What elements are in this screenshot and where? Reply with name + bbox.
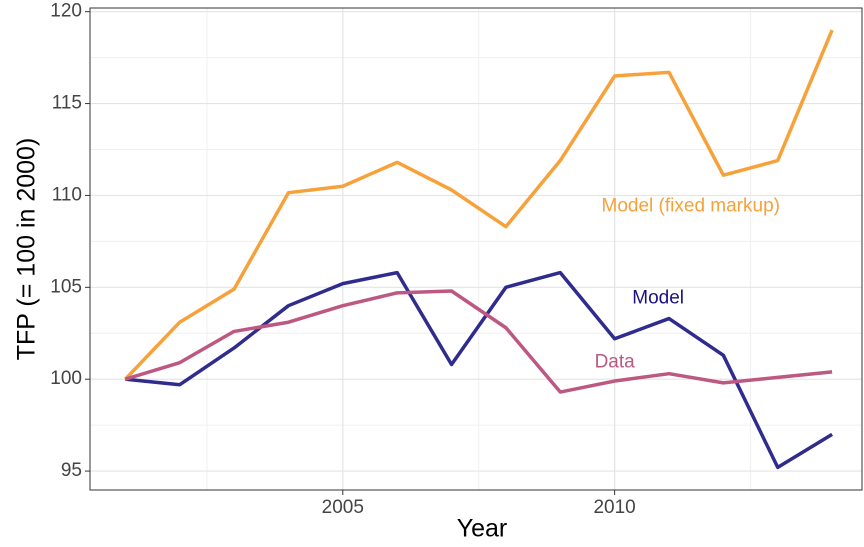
series-line [125,270,834,470]
annotation: Data [595,352,636,373]
y-axis-title: TFP (= 100 in 2000) [13,138,41,361]
y-tick-label: 95 [61,460,82,481]
y-tick-label: 120 [50,1,82,22]
y-tick-label: 110 [52,184,82,205]
annotation: Model [632,287,684,308]
y-tick-label: 105 [50,276,82,297]
x-tick-label: 2005 [322,497,364,518]
x-axis-title: Year [457,515,508,543]
panel-border [89,7,863,491]
series-line [124,29,834,381]
y-tick-label: 115 [52,93,82,114]
y-tick-label: 100 [50,368,82,389]
annotation: Model (fixed markup) [602,195,780,216]
x-tick-label: 2010 [593,497,635,518]
series-line [124,289,833,394]
